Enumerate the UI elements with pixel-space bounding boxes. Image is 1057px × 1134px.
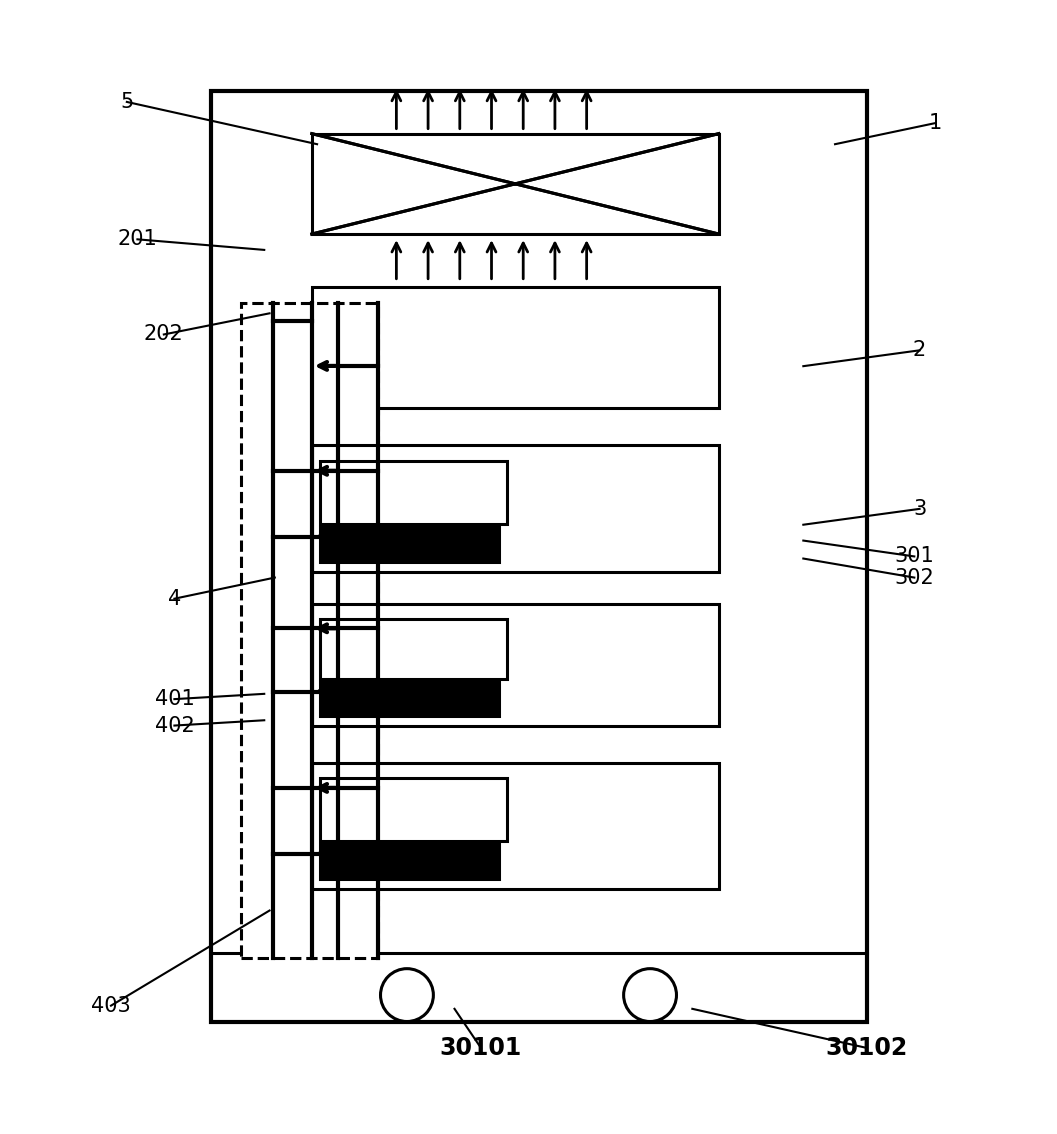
Text: 302: 302 <box>894 568 934 587</box>
Text: 30101: 30101 <box>440 1036 522 1060</box>
Bar <box>312 446 719 573</box>
Bar <box>312 134 719 234</box>
Bar <box>241 303 378 958</box>
Bar <box>211 92 867 1022</box>
Text: 401: 401 <box>154 689 194 709</box>
Text: 1: 1 <box>929 113 942 133</box>
Text: 4: 4 <box>168 589 181 609</box>
Bar <box>320 460 507 524</box>
Bar <box>312 762 719 889</box>
Bar <box>312 287 719 408</box>
Text: 3: 3 <box>913 499 926 519</box>
Text: 2: 2 <box>913 340 926 361</box>
Text: 30102: 30102 <box>826 1036 908 1060</box>
Text: 202: 202 <box>144 324 184 345</box>
Bar <box>320 844 499 879</box>
Text: 5: 5 <box>120 92 133 112</box>
Text: 301: 301 <box>894 547 934 566</box>
Bar <box>320 682 499 716</box>
Bar <box>320 618 507 679</box>
Text: 201: 201 <box>117 229 157 249</box>
Text: 403: 403 <box>91 996 131 1016</box>
Text: 402: 402 <box>154 716 194 736</box>
Circle shape <box>624 968 676 1022</box>
Bar <box>312 604 719 726</box>
Bar <box>320 526 499 562</box>
Bar <box>320 778 507 841</box>
Circle shape <box>381 968 433 1022</box>
